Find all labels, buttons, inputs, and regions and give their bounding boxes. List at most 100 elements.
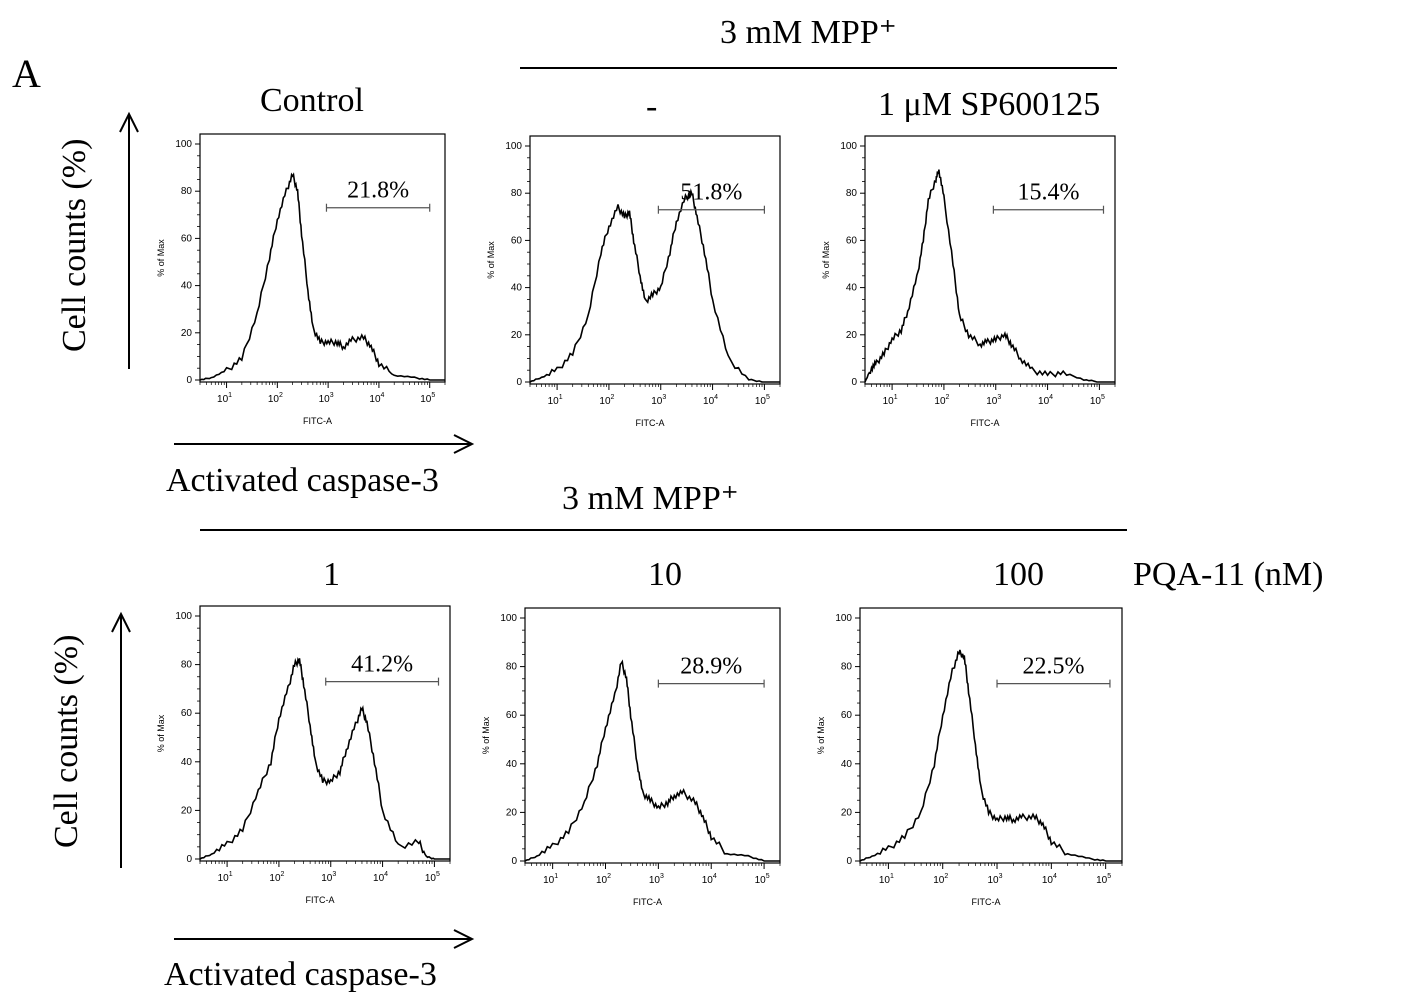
x-tick-label: 105 [755,873,770,886]
gate-percentage: 21.8% [347,178,409,204]
x-tick-label: 102 [596,873,611,886]
gate-percentage: 51.8% [680,180,742,206]
x-tick-label: 101 [543,873,558,886]
plot-frame [864,135,1116,385]
y-arrow-top [119,111,139,369]
y-label-small: % of Max [816,716,826,754]
histogram-pqa-10: 0 20 40 60 80 100 % of Max 101 102 103 104 105 FITC-… [481,607,781,907]
x-tick-label: 102 [269,871,284,884]
x-axis-label-top: Activated caspase-3 [166,462,439,499]
treatment-label: PQA-11 (nM) [1133,556,1324,593]
y-tick-label: 60 [846,235,858,246]
y-tick-label: 60 [181,233,193,244]
x-tick-label: 101 [879,873,894,886]
plot-frame [529,135,781,385]
histogram-curve [864,169,1115,383]
y-tick-label: 20 [846,330,858,341]
histogram-curve [199,656,450,860]
y-label-small: % of Max [821,241,831,279]
y-tick-label: 100 [505,141,522,152]
x-tick-label: 102 [268,392,283,405]
y-tick-label: 0 [846,856,852,867]
plot-frame [859,607,1123,864]
title-pqa-10: 10 [648,556,682,593]
x-arrow-top [174,434,475,454]
y-label-small: % of Max [156,239,166,277]
y-tick-label: 20 [181,805,193,816]
gate-percentage: 41.2% [351,652,413,678]
y-tick-label: 80 [181,186,193,197]
title-control: Control [260,82,364,119]
y-tick-label: 20 [841,807,853,818]
y-label-small: % of Max [486,241,496,279]
x-tick-label: 102 [933,873,948,886]
x-tick-label: 105 [755,394,770,407]
y-tick-label: 40 [841,759,853,770]
x-tick-label: 103 [986,394,1001,407]
x-tick-label: 105 [1096,873,1111,886]
x-tick-label: 103 [321,871,336,884]
x-arrow-bottom [174,929,475,949]
x-label-small: FITC-A [303,416,332,426]
y-tick-label: 60 [506,710,518,721]
y-tick-label: 40 [506,759,518,770]
x-label-small: FITC-A [633,897,662,907]
top-group-line [520,67,1117,69]
histogram-curve [859,649,1122,862]
x-tick-label: 105 [425,871,440,884]
x-tick-label: 102 [599,394,614,407]
title-pqa-1: 1 [323,556,340,593]
x-axis-label-bottom: Activated caspase-3 [164,956,437,993]
x-tick-label: 104 [1042,873,1057,886]
x-tick-label: 103 [319,392,334,405]
y-tick-label: 80 [181,660,193,671]
y-tick-label: 40 [846,283,858,294]
y-label-small: % of Max [156,714,166,752]
y-tick-label: 20 [511,330,523,341]
plot-frame [199,133,446,383]
histogram-sp600125: 0 20 40 60 80 100 % of Max 101 102 103 104 105 FITC-… [821,135,1116,428]
y-axis-label-bottom: Cell counts (%) [48,634,85,848]
y-axis-label-top: Cell counts (%) [56,138,93,352]
y-label-small: % of Max [481,716,491,754]
x-label-small: FITC-A [971,418,1000,428]
x-tick-label: 101 [548,394,563,407]
x-tick-label: 104 [703,394,718,407]
plot-frame [199,605,451,862]
y-tick-label: 0 [851,377,857,388]
x-tick-label: 105 [420,392,435,405]
bottom-group-label: 3 mM MPP⁺ [562,480,739,517]
x-tick-label: 101 [218,871,233,884]
y-tick-label: 100 [175,139,192,150]
y-tick-label: 100 [500,613,517,624]
x-tick-label: 104 [369,392,384,405]
plot-frame [524,607,781,864]
y-tick-label: 20 [181,328,193,339]
x-label-small: FITC-A [636,418,665,428]
y-tick-label: 40 [181,757,193,768]
histogram-mpp: 0 20 40 60 80 100 % of Max 101 102 103 104 105 FITC-… [486,135,781,428]
x-tick-label: 101 [217,392,232,405]
y-tick-label: 80 [506,662,518,673]
x-tick-label: 104 [702,873,717,886]
x-label-small: FITC-A [972,897,1001,907]
y-tick-label: 0 [516,377,522,388]
bottom-group-line [200,529,1127,531]
x-tick-label: 105 [1090,394,1105,407]
x-tick-label: 102 [934,394,949,407]
y-tick-label: 100 [835,613,852,624]
y-tick-label: 0 [511,856,517,867]
panel-letter: A [12,51,41,96]
y-arrow-bottom [111,611,131,868]
y-tick-label: 60 [511,235,523,246]
y-tick-label: 80 [841,662,853,673]
y-tick-label: 100 [175,611,192,622]
title-mpp: - [646,88,658,125]
histogram-curve [529,188,780,383]
y-tick-label: 40 [181,281,193,292]
x-tick-label: 104 [373,871,388,884]
histogram-curve [524,659,780,862]
y-tick-label: 20 [506,807,518,818]
gate-percentage: 22.5% [1022,654,1084,680]
x-tick-label: 103 [988,873,1003,886]
